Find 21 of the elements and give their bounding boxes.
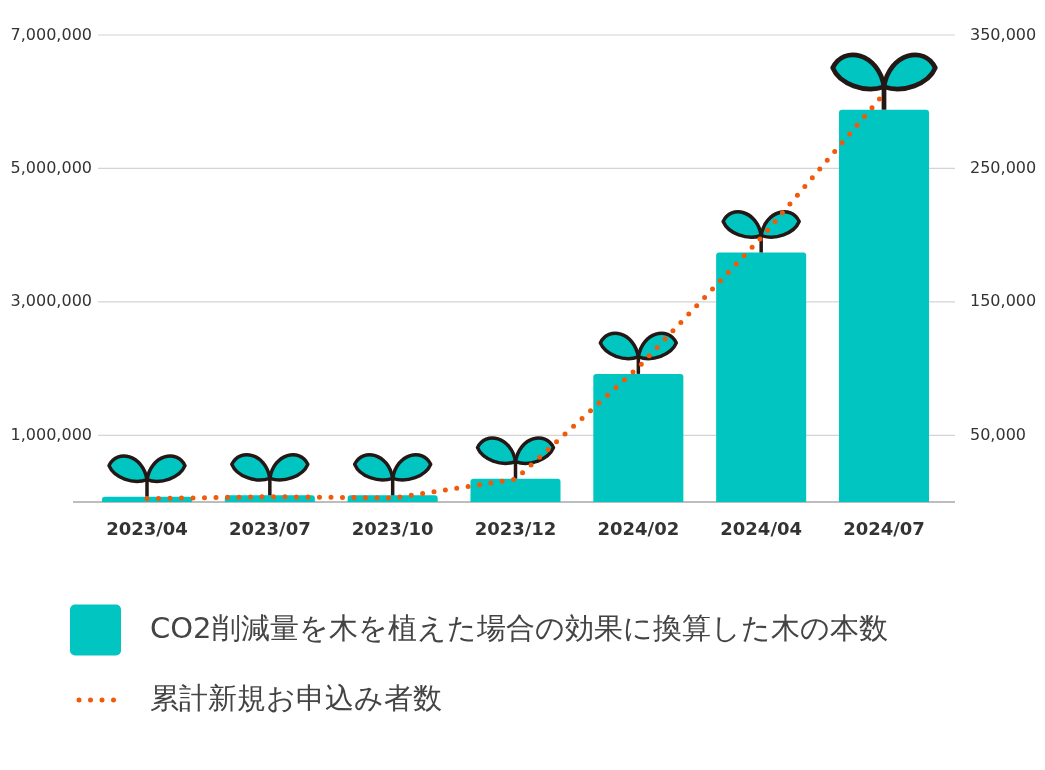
- x-tick-label: 2023/07: [228, 518, 311, 539]
- x-tick-label: 2024/04: [720, 518, 803, 539]
- x-tick-label: 2024/02: [597, 518, 680, 539]
- legend-label: 累計新規お申込み者数: [150, 681, 442, 715]
- x-tick-label: 2024/07: [843, 518, 925, 539]
- y-tick-label: 7,000,000: [10, 24, 92, 44]
- bar: [470, 478, 561, 502]
- y-tick-label: 1,000,000: [10, 424, 92, 444]
- y2-tick-label: 150,000: [970, 291, 1037, 311]
- x-tick-label: 2023/12: [474, 518, 557, 539]
- x-tick-label: 2023/04: [106, 518, 188, 539]
- bar: [838, 109, 930, 502]
- y-tick-label: 5,000,000: [10, 157, 92, 177]
- legend-label: CO2削減量を木を植えた場合の効果に換算した木の本数: [150, 611, 888, 645]
- y2-tick-label: 350,000: [970, 24, 1037, 44]
- y2-tick-label: 250,000: [970, 157, 1037, 177]
- bar: [716, 252, 807, 502]
- y2-tick-label: 50,000: [970, 424, 1026, 444]
- x-tick-label: 2023/10: [351, 518, 434, 539]
- bar: [593, 373, 684, 502]
- y-tick-label: 3,000,000: [10, 291, 92, 311]
